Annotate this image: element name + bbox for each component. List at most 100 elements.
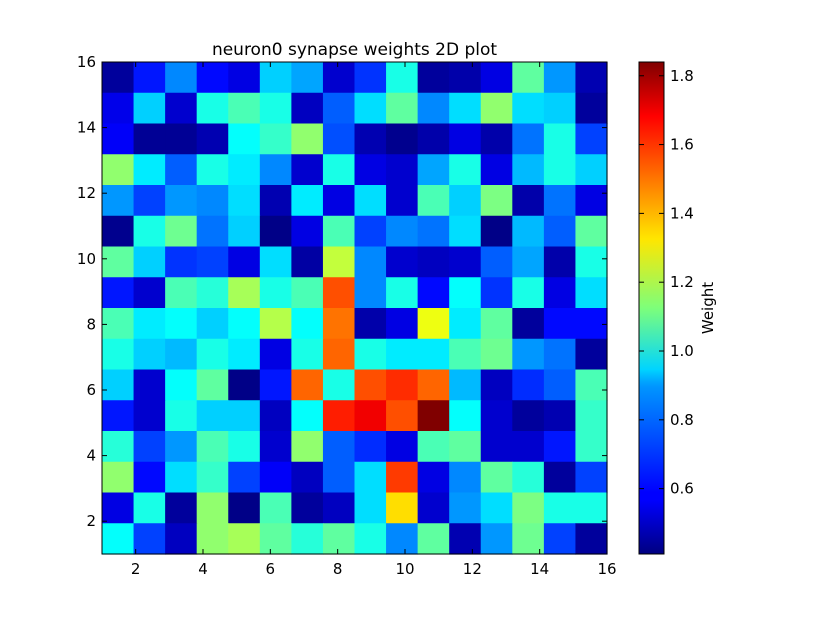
heatmap-cell: [417, 400, 450, 432]
heatmap-cell: [543, 154, 577, 186]
colorbar-label: Weight: [699, 282, 717, 334]
heatmap-cell: [386, 400, 419, 432]
heatmap-cell: [228, 185, 261, 217]
heatmap-cell: [354, 154, 387, 186]
heatmap-cell: [449, 308, 482, 340]
heatmap-cell: [133, 62, 166, 94]
heatmap-cell: [102, 62, 135, 94]
heatmap-cell: [575, 123, 608, 155]
heatmap-cell: [259, 92, 292, 125]
heatmap-cell: [133, 461, 166, 494]
heatmap-cell: [449, 523, 482, 555]
heatmap-cell: [165, 215, 198, 248]
heatmap-cell: [133, 92, 166, 125]
heatmap-cell: [291, 185, 324, 217]
heatmap-cell: [322, 92, 356, 125]
heatmap-cell: [228, 369, 261, 401]
heatmap-cell: [512, 338, 545, 371]
heatmap-cell: [575, 492, 608, 524]
heatmap-cell: [449, 277, 482, 309]
heatmap-cell: [322, 215, 356, 248]
heatmap-cell: [291, 523, 324, 555]
heatmap-cell: [449, 492, 482, 524]
heatmap-cell: [543, 492, 577, 524]
heatmap-cell: [417, 185, 450, 217]
y-tick-label: 8: [86, 315, 96, 333]
heatmap-cell: [354, 369, 387, 401]
heatmap-cell: [354, 523, 387, 555]
heatmap-cell: [386, 123, 419, 155]
heatmap-cell: [228, 62, 261, 94]
heatmap-cell: [512, 215, 545, 248]
heatmap-cell: [133, 185, 166, 217]
heatmap-cell: [417, 277, 450, 309]
heatmap-cell: [196, 523, 229, 555]
heatmap-cell: [322, 246, 356, 278]
heatmap-cell: [228, 154, 261, 186]
heatmap-cell: [228, 400, 261, 432]
heatmap-cell: [386, 492, 419, 524]
heatmap-cell: [322, 400, 356, 432]
colorbar-tick-label: 0.6: [670, 480, 694, 498]
heatmap-cell: [480, 400, 513, 432]
heatmap-cell: [575, 185, 608, 217]
heatmap-cell: [543, 431, 577, 463]
heatmap-cell: [133, 338, 166, 371]
heatmap-cell: [133, 308, 166, 340]
heatmap-cell: [354, 92, 387, 125]
heatmap-cell: [196, 185, 229, 217]
heatmap-cell: [102, 369, 135, 401]
heatmap-cell: [165, 308, 198, 340]
heatmap-cell: [322, 185, 356, 217]
heatmap-cell: [354, 400, 387, 432]
heatmap-cell: [102, 431, 135, 463]
heatmap-cell: [512, 246, 545, 278]
heatmap-cell: [228, 431, 261, 463]
heatmap-cell: [259, 461, 292, 494]
heatmap-cell: [102, 461, 135, 494]
heatmap-cell: [575, 431, 608, 463]
heatmap-cell: [102, 92, 135, 125]
heatmap-cell: [291, 461, 324, 494]
heatmap-cell: [575, 523, 608, 555]
x-tick-label: 14: [530, 560, 549, 578]
heatmap-cell: [133, 369, 166, 401]
heatmap-cell: [196, 277, 229, 309]
y-tick-label: 14: [77, 119, 96, 137]
heatmap-cell: [449, 246, 482, 278]
heatmap-cell: [575, 400, 608, 432]
heatmap-cell: [480, 246, 513, 278]
heatmap-cell: [417, 338, 450, 371]
heatmap-cell: [480, 62, 513, 94]
heatmap-cell: [417, 92, 450, 125]
heatmap-cell: [196, 400, 229, 432]
y-tick-label: 16: [77, 53, 96, 71]
heatmap-cell: [291, 400, 324, 432]
heatmap-cell: [165, 277, 198, 309]
heatmap-cell: [480, 92, 513, 125]
heatmap-cell: [543, 246, 577, 278]
heatmap-cell: [575, 277, 608, 309]
heatmap-cell: [512, 369, 545, 401]
colorbar-tick-label: 1.0: [670, 342, 694, 360]
heatmap-cell: [228, 338, 261, 371]
heatmap-cell: [575, 461, 608, 494]
heatmap-cell: [133, 154, 166, 186]
heatmap-cell: [480, 523, 513, 555]
heatmap-cell: [480, 154, 513, 186]
heatmap-cell: [417, 246, 450, 278]
heatmap-cell: [543, 369, 577, 401]
y-tick-label: 12: [77, 184, 96, 202]
heatmap-cell: [165, 431, 198, 463]
heatmap-cell: [480, 369, 513, 401]
heatmap-cell: [449, 400, 482, 432]
heatmap-cell: [259, 338, 292, 371]
heatmap-cell: [386, 277, 419, 309]
heatmap-cell: [512, 308, 545, 340]
heatmap-cell: [291, 62, 324, 94]
heatmap-cell: [449, 369, 482, 401]
heatmap-cell: [575, 154, 608, 186]
heatmap-cell: [259, 185, 292, 217]
heatmap-cell: [102, 308, 135, 340]
